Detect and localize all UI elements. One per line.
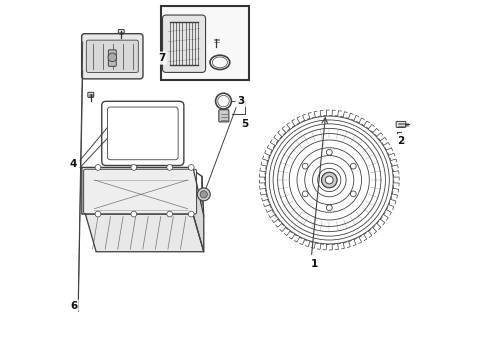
Circle shape xyxy=(95,211,101,217)
Polygon shape xyxy=(85,214,204,252)
Text: 7: 7 xyxy=(158,53,165,63)
Polygon shape xyxy=(193,167,204,252)
Circle shape xyxy=(302,163,308,169)
FancyBboxPatch shape xyxy=(82,34,143,79)
Circle shape xyxy=(167,165,172,170)
Circle shape xyxy=(167,211,172,217)
FancyBboxPatch shape xyxy=(86,40,138,72)
Circle shape xyxy=(197,188,210,201)
FancyBboxPatch shape xyxy=(118,30,124,35)
Text: 4: 4 xyxy=(70,159,77,169)
Circle shape xyxy=(326,205,332,211)
FancyBboxPatch shape xyxy=(107,107,178,160)
Circle shape xyxy=(108,53,117,62)
Text: 2: 2 xyxy=(397,136,405,145)
FancyBboxPatch shape xyxy=(108,50,116,66)
Circle shape xyxy=(131,165,137,170)
FancyBboxPatch shape xyxy=(102,101,184,166)
Circle shape xyxy=(350,191,356,197)
Text: 6: 6 xyxy=(70,301,77,311)
Circle shape xyxy=(350,163,356,169)
Circle shape xyxy=(131,211,137,217)
Text: 1: 1 xyxy=(311,259,318,269)
FancyBboxPatch shape xyxy=(84,169,196,214)
FancyBboxPatch shape xyxy=(213,37,220,42)
Circle shape xyxy=(95,165,101,170)
Circle shape xyxy=(200,191,207,198)
Circle shape xyxy=(302,191,308,197)
Bar xyxy=(161,6,248,80)
Text: 5: 5 xyxy=(242,120,248,129)
Circle shape xyxy=(188,165,194,170)
Circle shape xyxy=(325,176,333,184)
Circle shape xyxy=(321,172,337,188)
FancyBboxPatch shape xyxy=(163,15,205,72)
Circle shape xyxy=(326,149,332,155)
FancyBboxPatch shape xyxy=(88,92,94,97)
Text: 3: 3 xyxy=(237,96,245,106)
FancyBboxPatch shape xyxy=(396,121,406,127)
Circle shape xyxy=(188,211,194,217)
FancyBboxPatch shape xyxy=(219,110,229,122)
